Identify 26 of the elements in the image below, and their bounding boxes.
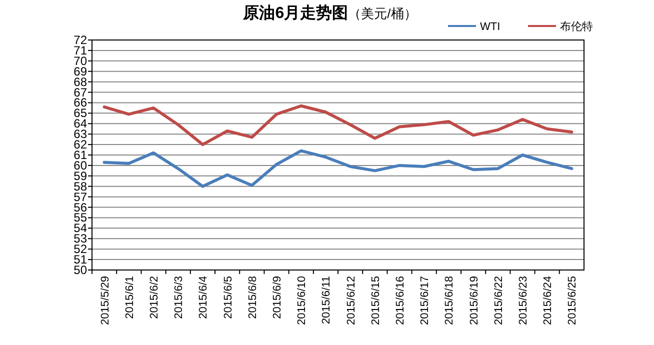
x-tick-label: 2015/6/2: [148, 276, 160, 319]
x-tick-label: 2015/6/16: [394, 276, 406, 325]
x-tick-label: 2015/6/19: [468, 276, 480, 325]
x-tick-label: 2015/6/4: [198, 276, 210, 319]
x-tick-label: 2015/6/24: [542, 276, 554, 325]
x-tick-label: 2015/6/17: [419, 276, 432, 325]
line-series: [102, 104, 574, 146]
x-tick-label: 2015/6/3: [173, 276, 186, 319]
x-tick-label: 2015/6/15: [370, 276, 382, 325]
x-tick-label: 2015/6/1: [124, 276, 136, 319]
x-tick-label: 2015/6/25: [566, 276, 579, 325]
x-tick-label: 2015/6/9: [272, 276, 284, 319]
chart-title: 原油6月走势图: [242, 4, 348, 22]
x-tick-label: 2015/6/8: [246, 276, 259, 319]
x-tick-label: 2015/6/10: [296, 276, 308, 325]
x-tick-label: 2015/6/22: [492, 276, 505, 325]
x-tick-label: 2015/6/18: [444, 276, 456, 325]
x-tick-label: 2015/5/29: [99, 276, 112, 325]
legend-label: 布伦特: [560, 21, 593, 33]
x-tick-label: 2015/6/5: [222, 276, 234, 319]
chart-subtitle: （美元/桶）: [348, 6, 417, 21]
x-tick-label: 2015/6/12: [345, 276, 358, 325]
x-tick-label: 2015/6/23: [518, 276, 530, 325]
x-tick-label: 2015/6/11: [320, 276, 333, 324]
legend-label: WTI: [480, 21, 500, 33]
line-series: [102, 149, 574, 188]
